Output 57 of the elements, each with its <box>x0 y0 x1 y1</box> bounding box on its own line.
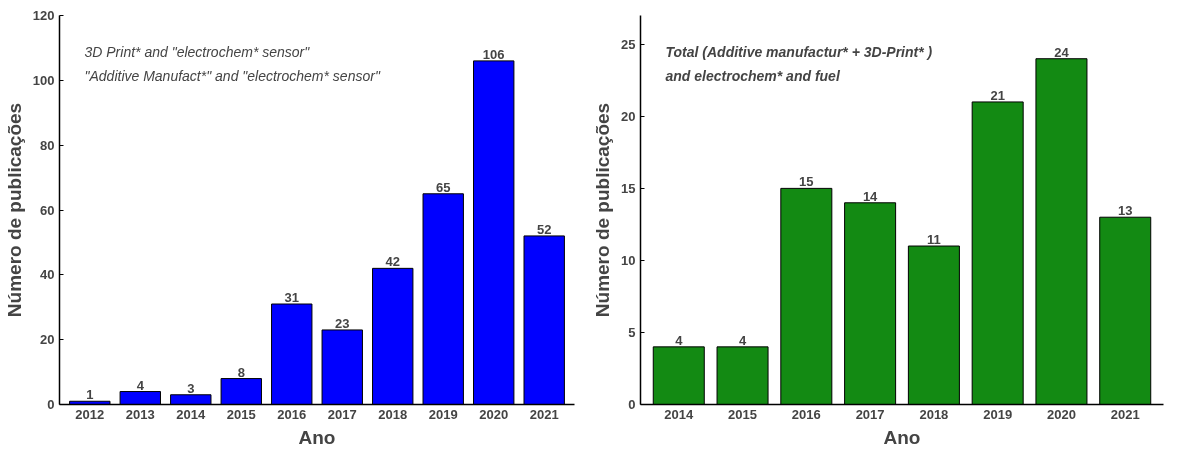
x-tick-label: 2015 <box>728 406 758 422</box>
x-tick-label: 2015 <box>226 406 256 422</box>
y-tick-label: 0 <box>628 397 636 412</box>
x-tick-label: 2020 <box>1046 406 1076 422</box>
y-tick-label: 0 <box>47 397 55 412</box>
data-label: 15 <box>799 174 814 190</box>
y-tick-label: 5 <box>628 324 636 340</box>
data-label: 4 <box>675 332 684 348</box>
x-tick-label: 2019 <box>983 406 1013 422</box>
data-label: 65 <box>436 179 451 195</box>
y-tick-label: 15 <box>621 180 636 196</box>
annotation: and electrochem* and fuel <box>665 67 841 84</box>
x-tick-label: 2017 <box>855 406 885 422</box>
y-tick-label: 100 <box>32 72 55 88</box>
y-tick-label: 25 <box>621 36 636 52</box>
x-tick-label: 2021 <box>529 406 559 422</box>
y-tick-label: 80 <box>40 137 55 153</box>
data-label: 4 <box>136 377 145 393</box>
y-tick-label: 20 <box>40 332 55 348</box>
x-tick-label: 2017 <box>327 406 357 422</box>
data-label: 8 <box>237 364 245 380</box>
data-label: 11 <box>927 232 941 248</box>
annotation: Total (Additive manufactur* + 3D-Print* ) <box>665 43 933 60</box>
x-tick-label: 2020 <box>479 406 509 422</box>
x-tick-label: 2021 <box>1110 406 1140 422</box>
y-tick-label: 10 <box>621 252 636 268</box>
x-tick-label: 2018 <box>378 406 408 422</box>
y-tick-label: 120 <box>32 8 55 23</box>
y-tick-label: 20 <box>621 108 636 124</box>
data-label: 1 <box>86 387 94 403</box>
y-tick-label: 40 <box>40 267 55 283</box>
x-tick-label: 2016 <box>791 406 821 422</box>
y-axis-title: Número de publicações <box>592 102 614 318</box>
data-label: 13 <box>1118 203 1133 219</box>
y-axis-title: Número de publicações <box>3 102 25 318</box>
data-label: 52 <box>536 221 552 237</box>
data-label: 31 <box>284 290 299 306</box>
y-tick-label: 60 <box>40 202 55 218</box>
x-tick-label: 2014 <box>176 406 206 422</box>
data-label: 42 <box>385 254 400 270</box>
data-label: 4 <box>738 332 747 348</box>
data-label: 106 <box>482 46 505 62</box>
annotation: "Additive Manufact*" and "electrochem* sensor" <box>84 67 381 84</box>
data-label: 24 <box>1054 44 1070 60</box>
x-axis-title: Ano <box>298 426 336 448</box>
x-tick-label: 2014 <box>664 406 694 422</box>
data-label: 3 <box>187 380 195 396</box>
x-tick-label: 2018 <box>919 406 949 422</box>
x-axis-title: Ano <box>883 426 921 448</box>
x-tick-label: 2012 <box>75 406 105 422</box>
data-label: 21 <box>990 87 1005 103</box>
x-tick-label: 2019 <box>428 406 458 422</box>
data-label: 23 <box>335 315 350 331</box>
annotation: 3D Print* and "electrochem* sensor" <box>84 43 311 60</box>
x-tick-label: 2016 <box>277 406 307 422</box>
data-label: 14 <box>862 188 879 204</box>
x-tick-label: 2013 <box>125 406 155 422</box>
